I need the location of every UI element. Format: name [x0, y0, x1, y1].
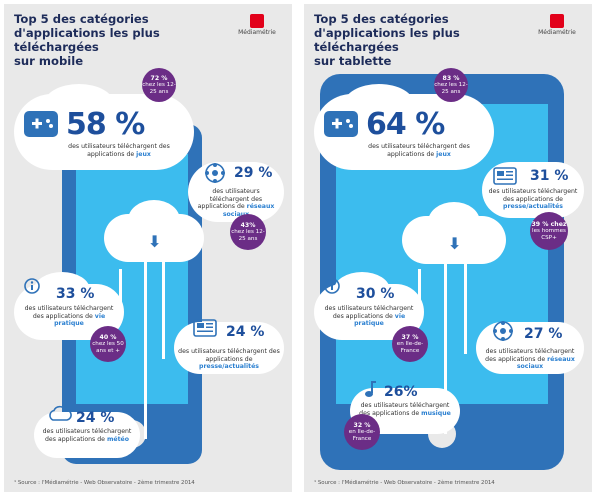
download-arrow-icon: ⬇: [148, 232, 162, 251]
stat-cloud-news: [174, 322, 284, 374]
download-arrow-icon: ⬇: [448, 234, 462, 253]
download-cloud-top: [428, 202, 480, 242]
phone-screen: [76, 154, 188, 404]
bubble-percent: 72 %: [150, 74, 168, 82]
stat-percent: 26%: [384, 384, 418, 400]
smartphone-illustration: [62, 124, 202, 464]
bubble-percent: 39 % chez: [531, 220, 567, 228]
category-keyword: jeux: [136, 150, 151, 158]
mediametrie-logo: Médiamétrie: [232, 14, 282, 36]
connector-line: [162, 259, 165, 359]
stat-cloud-practical-top: [334, 272, 390, 308]
stat-bubble: 40 % chez les 50 ans et +: [90, 326, 126, 362]
stat-description: des utilisateurs téléchargent des applic…: [322, 305, 416, 328]
source-note: ¹ Source : l'Médiamétrie - Web Observato…: [14, 480, 195, 486]
description-text: des utilisateurs téléchargent des applic…: [24, 305, 114, 320]
connector-line: [418, 269, 421, 309]
newspaper-icon: [193, 319, 217, 337]
logo-mark-icon: [250, 14, 264, 28]
description-text: des utilisateurs téléchargent des applic…: [488, 188, 578, 203]
bubble-percent: 32 %: [353, 421, 371, 429]
stat-description: des utilisateurs téléchargent des applic…: [356, 402, 454, 417]
stat-percent: 33 %: [56, 286, 95, 302]
gamepad-icon: [324, 111, 358, 137]
stat-bubble: 32 % en Ile-de-France: [344, 414, 380, 450]
description-text: des utilisateurs téléchargent des applic…: [368, 143, 470, 158]
bubble-text: en Ile-de-France: [396, 340, 424, 354]
category-keyword: météo: [106, 435, 129, 443]
stat-bubble: 43% chez les 12-25 ans: [230, 214, 266, 250]
cloud-weather-icon: [49, 405, 72, 421]
stat-bubble: 83 % chez les 12-25 ans: [434, 68, 468, 102]
bubble-text: chez les 12-25 ans: [434, 81, 468, 95]
bubble-text: les hommes CSP+: [532, 227, 566, 241]
connector-line: [144, 259, 147, 439]
stat-description: des utilisateurs téléchargent des applic…: [480, 348, 580, 371]
logo-text: Médiamétrie: [238, 29, 276, 36]
stat-description: des utilisateurs téléchargent des applic…: [22, 305, 116, 328]
stat-percent: 30 %: [356, 286, 395, 302]
mobile-infographic: Top 5 des catégories d'applications les …: [4, 4, 292, 492]
stat-description: des utilisateurs téléchargent des applic…: [54, 143, 184, 158]
stat-percent: 29 %: [234, 165, 273, 181]
description-text: des utilisateurs téléchargent des applic…: [42, 428, 132, 443]
stat-description: des utilisateurs téléchargent des applic…: [488, 188, 578, 211]
stat-percent: 64 %: [366, 107, 445, 142]
description-text: des utilisateurs téléchargent des applic…: [485, 348, 575, 363]
mediametrie-logo: Médiamétrie: [532, 14, 582, 36]
stat-percent: 27 %: [524, 326, 563, 342]
stat-percent: 58 %: [66, 107, 145, 142]
stat-bubble: 72 % chez les 12-25 ans: [142, 68, 176, 102]
description-text: des utilisateurs téléchargent des applic…: [359, 402, 450, 417]
bubble-percent: 83 %: [442, 74, 460, 82]
category-keyword: vie pratique: [354, 312, 406, 328]
info-icon: [24, 278, 40, 294]
bubble-text: en Ile-de-France: [348, 428, 376, 442]
category-keyword: vie pratique: [54, 312, 106, 328]
bubble-text: chez les 50 ans et +: [92, 340, 124, 354]
stat-bubble: 37 % en Ile-de-France: [392, 326, 428, 362]
category-keyword: presse/actualités: [199, 363, 259, 370]
stat-percent: 24 %: [76, 410, 115, 426]
stat-description: des utilisateurs téléchargent des applic…: [40, 428, 134, 443]
source-note: ¹ Source : l'Médiamétrie - Web Observato…: [314, 480, 495, 486]
category-keyword: réseaux sociaux: [516, 355, 575, 371]
description-text: des utilisateurs téléchargent des applic…: [68, 143, 170, 158]
description-text: des utilisateurs téléchargent des applic…: [197, 188, 263, 210]
network-icon: [205, 163, 225, 183]
connector-line: [444, 259, 447, 434]
description-text: des utilisateurs téléchargent des applic…: [324, 305, 414, 320]
stat-percent: 24 %: [226, 324, 265, 340]
panel-title: Top 5 des catégories d'applications les …: [14, 12, 160, 68]
tablet-infographic: Top 5 des catégories d'applications les …: [304, 4, 592, 492]
stat-cloud-practical-top: [34, 272, 90, 308]
category-keyword: jeux: [436, 150, 451, 158]
category-keyword: presse/actualités: [503, 203, 563, 210]
stat-description: des utilisateurs téléchargent des applic…: [194, 188, 278, 218]
bubble-percent: 37 %: [401, 333, 419, 341]
stat-description: des utilisateurs téléchargent des applic…: [178, 348, 280, 371]
logo-text: Médiamétrie: [538, 29, 576, 36]
info-icon: [324, 278, 340, 294]
bubble-percent: 40 %: [99, 333, 117, 341]
bubble-percent: 43%: [240, 221, 256, 229]
download-cloud-top: [128, 200, 180, 240]
panel-title: Top 5 des catégories d'applications les …: [314, 12, 460, 68]
connector-line: [464, 259, 467, 354]
description-text: des utilisateurs téléchargent des applic…: [178, 348, 280, 363]
category-keyword: réseaux sociaux: [222, 203, 275, 218]
category-keyword: musique: [421, 409, 451, 417]
music-note-icon: [365, 381, 376, 397]
connector-line: [119, 269, 122, 309]
stat-bubble: 39 % chez les hommes CSP+: [530, 212, 568, 250]
stat-description: des utilisateurs téléchargent des applic…: [354, 143, 484, 158]
stat-percent: 31 %: [530, 168, 569, 184]
gamepad-icon: [24, 111, 58, 137]
network-icon: [493, 321, 513, 341]
stat-cloud-social: [188, 162, 284, 222]
bubble-text: chez les 12-25 ans: [142, 81, 176, 95]
newspaper-icon: [493, 167, 517, 185]
bubble-text: chez les 12-25 ans: [231, 228, 265, 242]
logo-mark-icon: [550, 14, 564, 28]
